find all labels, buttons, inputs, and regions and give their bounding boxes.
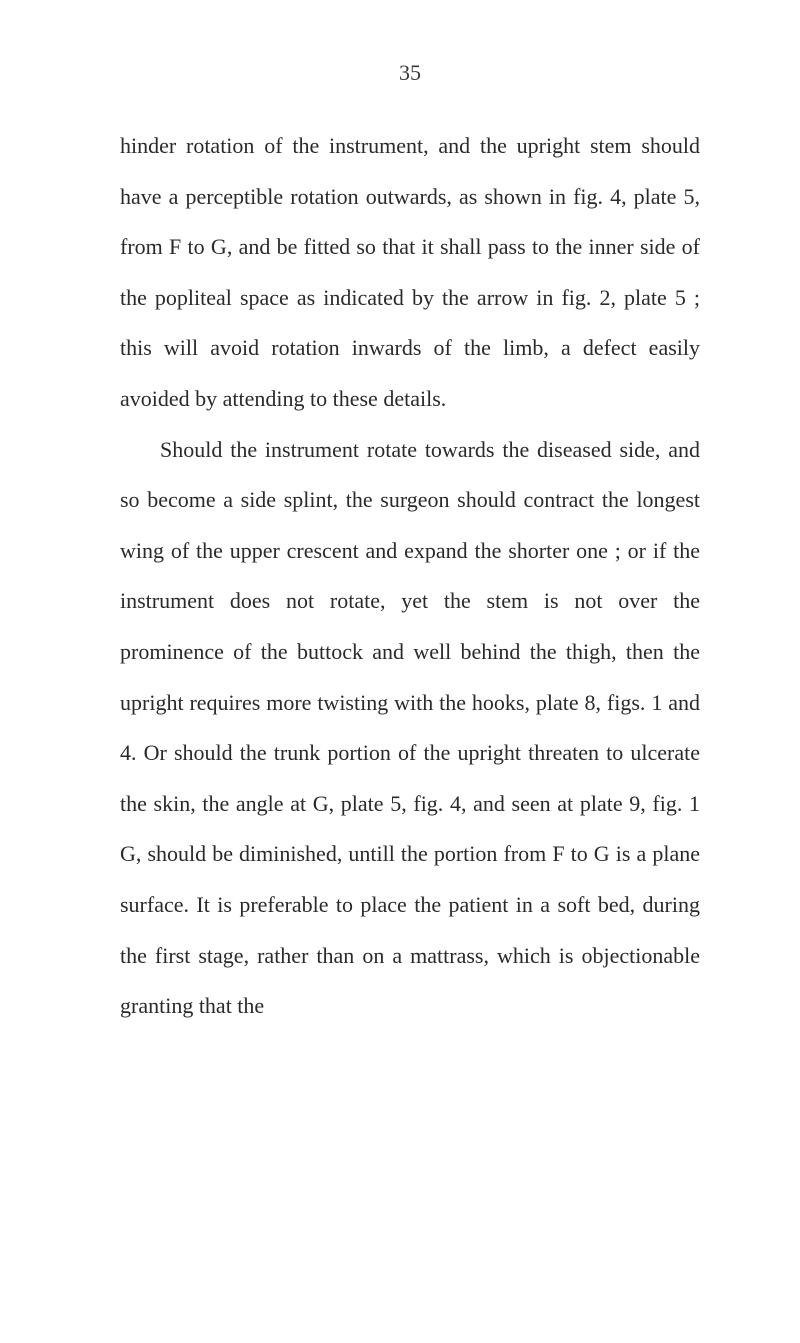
paragraph-2: Should the instrument rotate towards the… xyxy=(120,425,700,1032)
paragraph-1: hinder rotation of the instrument, and t… xyxy=(120,121,700,425)
body-text-container: hinder rotation of the instrument, and t… xyxy=(120,121,700,1032)
page-number: 35 xyxy=(120,60,700,86)
